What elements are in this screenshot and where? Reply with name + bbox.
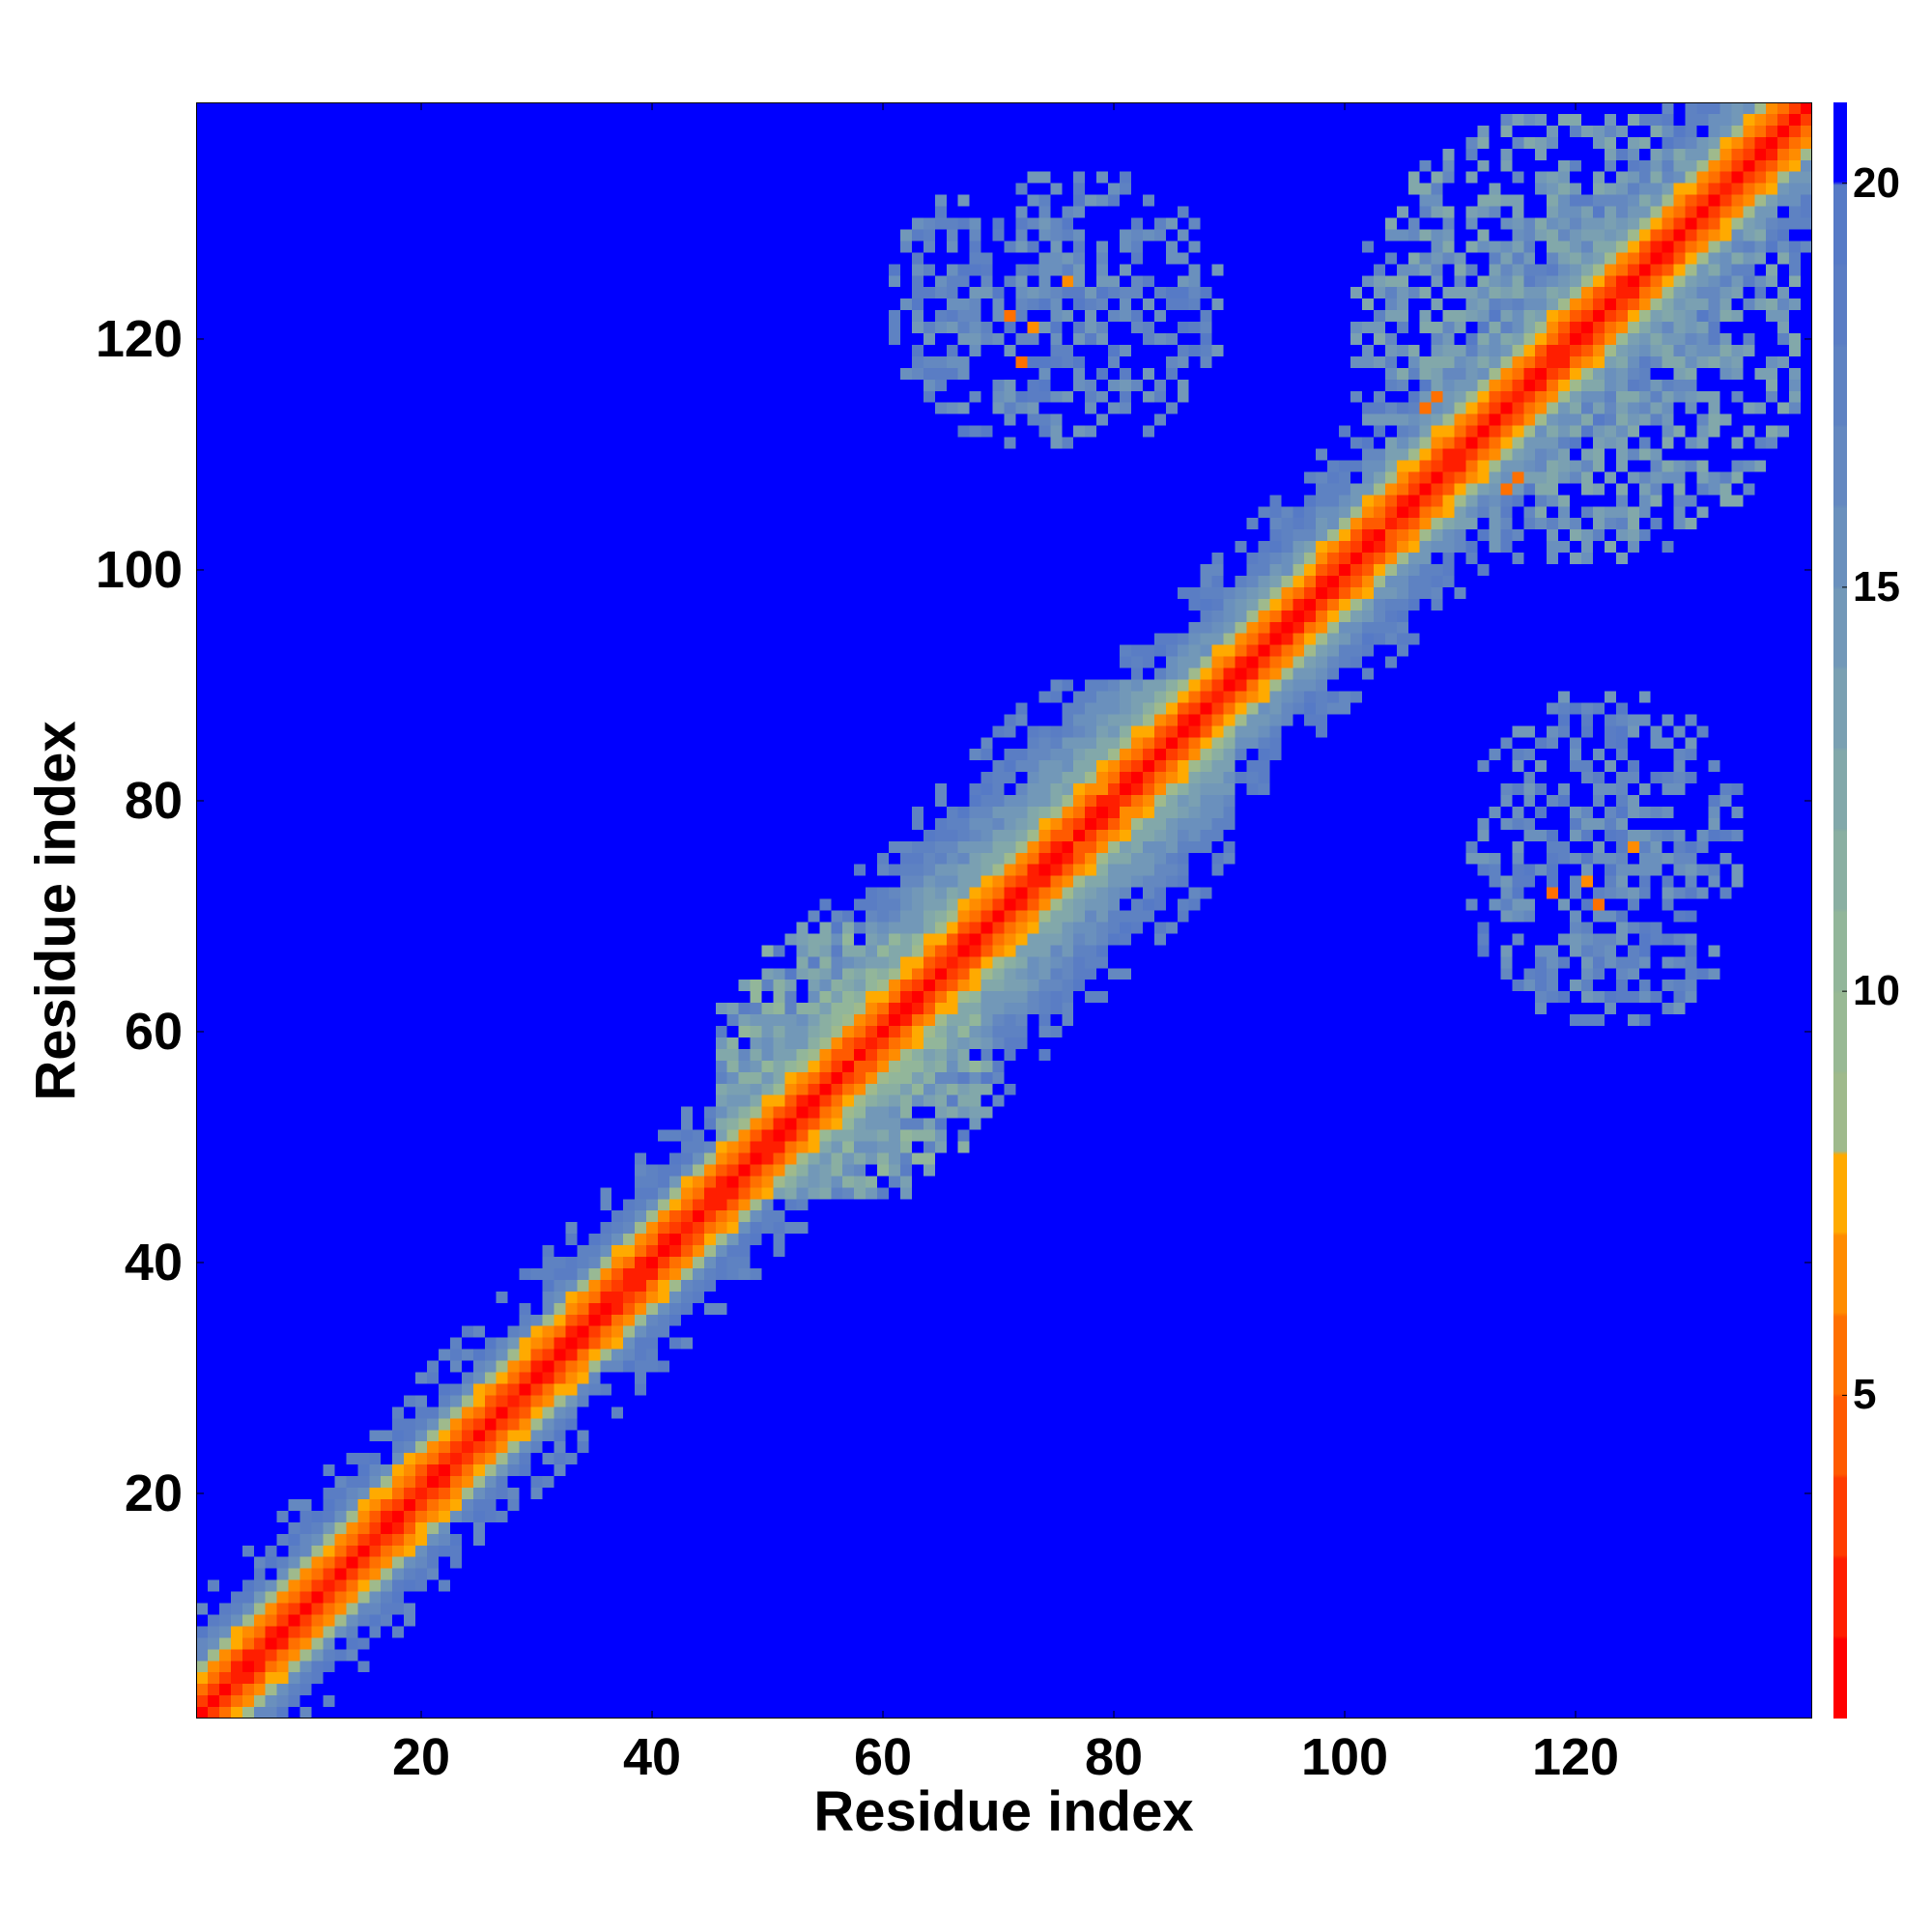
x-tick-label: 80 [1084, 1728, 1144, 1786]
y-tick-label: 20 [124, 1463, 183, 1522]
colorbar [1833, 102, 1847, 1719]
x-axis-label: Residue index [813, 1780, 1194, 1843]
y-tick-label: 80 [124, 771, 183, 830]
heatmap-plot-area [196, 102, 1812, 1719]
colorbar-tick-label: 20 [1853, 158, 1900, 207]
y-tick-label: 40 [124, 1233, 183, 1292]
x-tick-label: 20 [391, 1728, 451, 1786]
x-tick-label: 100 [1300, 1728, 1389, 1786]
y-axis-label: Residue index [24, 721, 88, 1101]
colorbar-tick-label: 15 [1853, 562, 1900, 611]
colorbar-tick-label: 5 [1853, 1371, 1877, 1419]
y-tick-label: 60 [124, 1002, 183, 1061]
colorbar-tick-label: 10 [1853, 967, 1900, 1015]
y-tick-label: 100 [95, 540, 183, 599]
x-tick-label: 120 [1531, 1728, 1620, 1786]
y-tick-label: 120 [95, 309, 183, 368]
x-tick-label: 60 [853, 1728, 913, 1786]
x-tick-label: 40 [622, 1728, 682, 1786]
